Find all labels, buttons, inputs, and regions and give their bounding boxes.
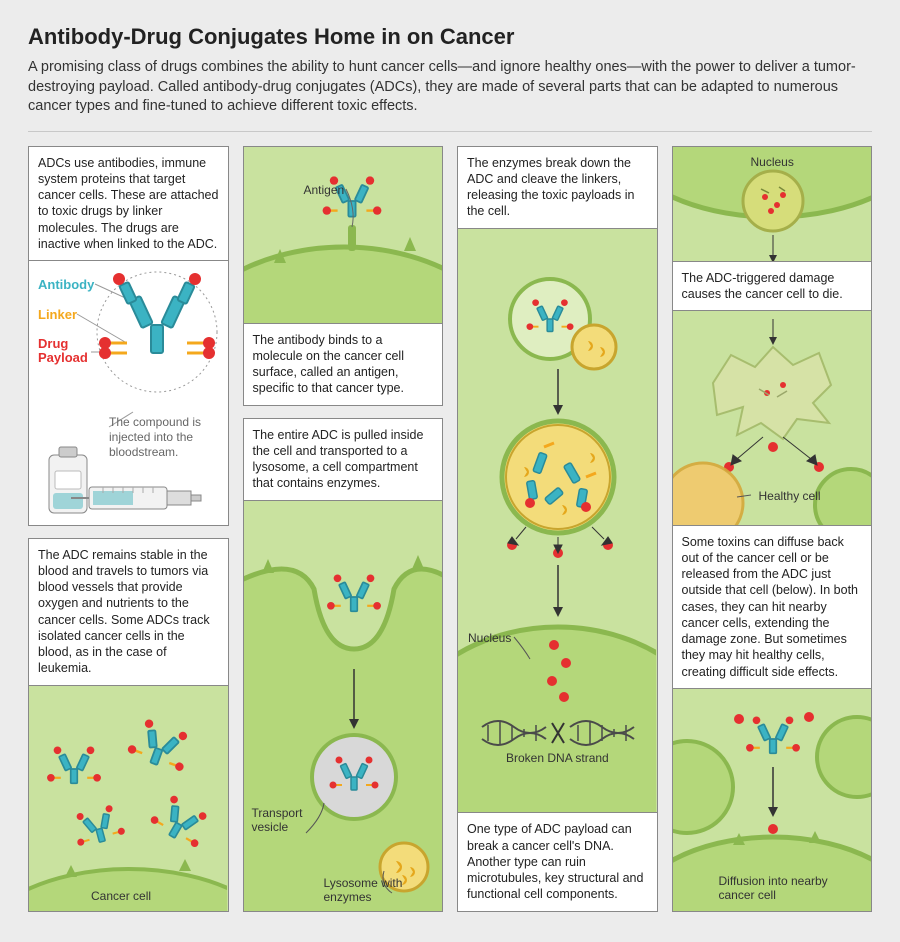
- panel5-text-top: The enzymes break down the ADC and cleav…: [457, 146, 658, 229]
- panel-antigen-binding: Antigen The antibody binds to a molecule…: [243, 146, 444, 406]
- label-nucleus: Nucleus: [468, 631, 511, 645]
- label-vesicle: Transport vesicle: [252, 806, 314, 835]
- panel-internalization: The entire ADC is pulled inside the cell…: [243, 418, 444, 912]
- panel4-text: The entire ADC is pulled inside the cell…: [243, 418, 444, 501]
- label-diffuse: Diffusion into nearby cancer cell: [719, 874, 839, 903]
- label-antigen: Antigen: [304, 183, 345, 197]
- vial-icon: [49, 447, 87, 513]
- column-4: Nucleus The ADC-triggered damage causes …: [672, 146, 873, 912]
- panel6-text-death: The ADC-triggered damage causes the canc…: [672, 261, 873, 312]
- legend-antibody: Antibody: [38, 277, 94, 292]
- label-cancer-cell: Cancer cell: [91, 889, 151, 903]
- label-lysosome: Lysosome with enzymes: [324, 876, 414, 905]
- legend-linker: Linker: [38, 307, 77, 322]
- panel-payload-release: The enzymes break down the ADC and cleav…: [457, 146, 658, 912]
- column-1: ADCs use antibodies, immune system prote…: [28, 146, 229, 912]
- panel1-text: ADCs use antibodies, immune system prote…: [28, 146, 229, 262]
- release-scene: [458, 147, 656, 912]
- panel2-text: The ADC remains stable in the blood and …: [28, 538, 229, 686]
- divider: [28, 131, 872, 132]
- column-3: The enzymes break down the ADC and cleav…: [457, 146, 658, 912]
- label-healthy: Healthy cell: [759, 489, 821, 503]
- panel-adc-composition: ADCs use antibodies, immune system prote…: [28, 146, 229, 526]
- label-dna: Broken DNA strand: [506, 751, 609, 765]
- column-2: Antigen The antibody binds to a molecule…: [243, 146, 444, 912]
- legend-drug: Drug Payload: [38, 337, 93, 366]
- panel5-text-bottom: One type of ADC payload can break a canc…: [457, 812, 658, 911]
- infographic-root: Antibody-Drug Conjugates Home in on Canc…: [0, 0, 900, 936]
- injection-caption: The compound is injected into the bloods…: [109, 415, 219, 460]
- panel3-text: The antibody binds to a molecule on the …: [243, 323, 444, 406]
- syringe-icon: [71, 487, 201, 509]
- panel6-text-diffusion: Some toxins can diffuse back out of the …: [672, 525, 873, 689]
- page-title: Antibody-Drug Conjugates Home in on Canc…: [28, 24, 872, 50]
- panel-cell-death: Nucleus The ADC-triggered damage causes …: [672, 146, 873, 912]
- lede-paragraph: A promising class of drugs combines the …: [28, 58, 872, 117]
- panel-grid: ADCs use antibodies, immune system prote…: [28, 146, 872, 912]
- panel-bloodstream: The ADC remains stable in the blood and …: [28, 538, 229, 912]
- label-nucleus-4: Nucleus: [751, 155, 794, 169]
